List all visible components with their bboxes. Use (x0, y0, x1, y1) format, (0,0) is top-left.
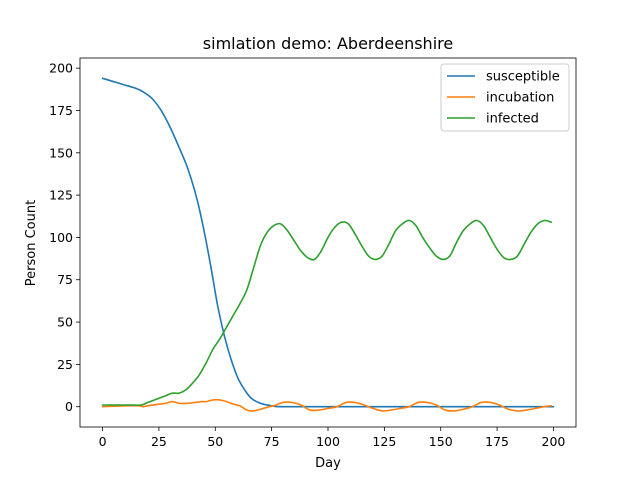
series-line-incubation (101, 398, 552, 412)
x-tick-label: 50 (207, 434, 223, 449)
series-layer (101, 77, 555, 412)
x-tick-label: 75 (264, 434, 280, 449)
legend-frame (440, 63, 570, 132)
x-tick-label: 25 (151, 434, 167, 449)
x-axis: 0 25 50 75 100 125 150 175 200 (99, 427, 566, 449)
legend: susceptible incubation infected (440, 63, 570, 132)
x-axis-label: Day (315, 456, 341, 471)
y-tick-label: 125 (49, 188, 73, 203)
chart-title: simlation demo: Aberdeenshire (203, 34, 453, 53)
x-tick-label: 100 (316, 434, 340, 449)
y-tick-label: 150 (49, 145, 73, 160)
y-tick-label: 0 (65, 399, 73, 414)
legend-label-incubation: incubation (486, 91, 554, 106)
x-tick-label: 200 (542, 434, 566, 449)
series-line-infected (101, 219, 552, 406)
y-tick-label: 50 (57, 315, 73, 330)
y-tick-label: 25 (57, 357, 73, 372)
x-tick-label: 175 (485, 434, 509, 449)
x-tick-label: 150 (429, 434, 453, 449)
y-tick-label: 200 (49, 61, 73, 76)
y-tick-label: 75 (57, 272, 73, 287)
y-axis-label: Person Count (24, 200, 39, 286)
x-tick-label: 0 (99, 434, 107, 449)
y-tick-label: 100 (49, 230, 73, 245)
y-tick-label: 175 (49, 103, 73, 118)
legend-label-susceptible: susceptible (486, 70, 560, 85)
y-axis: 0 25 50 75 100 125 150 175 200 (49, 61, 80, 414)
series-line-susceptible (101, 77, 555, 408)
x-tick-label: 125 (372, 434, 396, 449)
legend-label-infected: infected (486, 112, 539, 127)
